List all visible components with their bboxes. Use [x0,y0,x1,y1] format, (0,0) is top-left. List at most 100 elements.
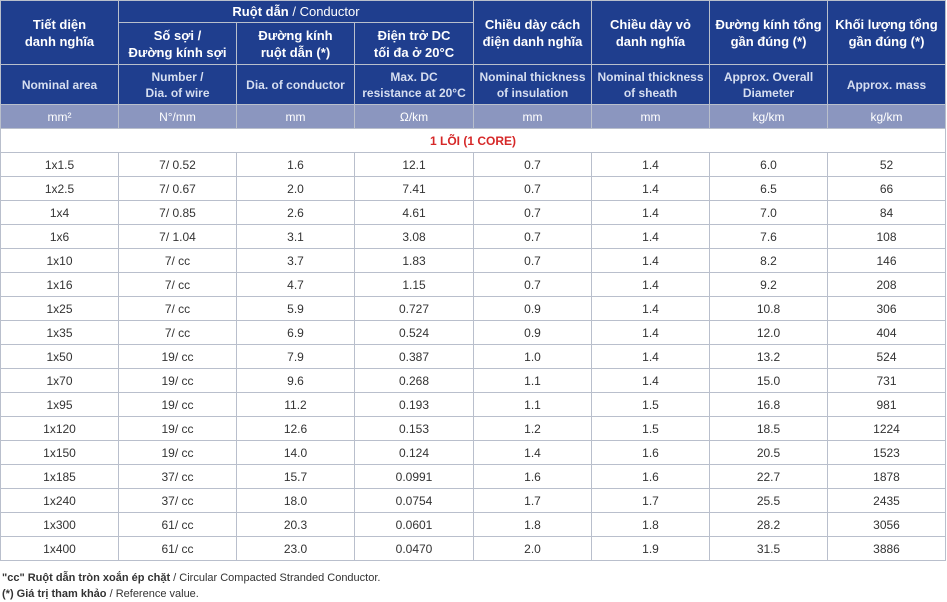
table-row: 1x2.5 7/ 0.67 2.0 7.41 0.7 1.4 6.5 66 [0,176,946,201]
table-cell: 1.8 [473,512,592,537]
table-row: 1x150 19/ cc 14.0 0.124 1.4 1.6 20.5 1523 [0,440,946,465]
unit-cell: kg/km [709,104,828,129]
table-cell: 0.153 [354,416,474,441]
table-cell: 23.0 [236,536,355,561]
header-line: Max. DC [390,69,438,84]
header-line: Dia. of conductor [246,77,345,92]
table-cell: 1x1.5 [0,152,119,177]
header-number-wire-en: Number / Dia. of wire [118,64,237,105]
table-cell: 0.7 [473,152,592,177]
header-line: Chiều dày vỏ [610,16,691,32]
footnote-ref-bold: (*) Giá trị tham khảo [2,588,107,600]
table-cell: 15.0 [709,368,828,393]
header-line: Nominal area [21,77,98,92]
table-cell: 1523 [827,440,946,465]
header-approx-mass-en: Approx. mass [827,64,946,105]
table-row: 1x6 7/ 1.04 3.1 3.08 0.7 1.4 7.6 108 [0,224,946,249]
unit-cell: N°/mm [118,104,237,129]
table-cell: 1.4 [591,176,710,201]
header-conductor-group: Ruột dẫn / Conductor [118,0,474,23]
header-sheath-thickness-en: Nominal thickness of sheath [591,64,710,105]
header-line: Chiều dày cách [484,16,581,32]
table-cell: 7.6 [709,224,828,249]
header-overall-diameter-vn: Đường kính tổng gần đúng (*) [709,0,828,65]
table-cell: 31.5 [709,536,828,561]
table-cell: 37/ cc [118,488,237,513]
unit-cell: Ω/km [354,104,474,129]
table-row: 1x50 19/ cc 7.9 0.387 1.0 1.4 13.2 524 [0,344,946,369]
table-cell: 1x185 [0,464,119,489]
table-cell: 1.0 [473,344,592,369]
conductor-group-en: / Conductor [288,4,360,19]
table-cell: 1.4 [591,224,710,249]
table-cell: 1.83 [354,248,474,273]
header-line: gần đúng (*) [848,33,925,49]
table-cell: 0.387 [354,344,474,369]
table-cell: 1x400 [0,536,119,561]
footnote-ref-text: / Reference value. [106,588,199,600]
table-cell: 0.9 [473,320,592,345]
header-number-wire-vn: Số sợi / Đường kính sợi [118,22,237,65]
table-cell: 1.4 [473,440,592,465]
table-cell: 12.6 [236,416,355,441]
table-row: 1x185 37/ cc 15.7 0.0991 1.6 1.6 22.7 1878 [0,464,946,489]
table-cell: 3886 [827,536,946,561]
table-cell: 524 [827,344,946,369]
table-cell: 7.0 [709,200,828,225]
table-cell: 11.2 [236,392,355,417]
table-cell: 5.9 [236,296,355,321]
table-cell: 6.9 [236,320,355,345]
header-nominal-area-en: Nominal area [0,64,119,105]
header-conductor-dia-en: Dia. of conductor [236,64,355,105]
table-cell: 7/ 0.67 [118,176,237,201]
table-cell: 7/ cc [118,296,237,321]
table-cell: 7/ cc [118,320,237,345]
table-cell: 1.4 [591,248,710,273]
header-nominal-area-vn: Tiết diện danh nghĩa [0,0,119,65]
table-cell: 1.6 [591,440,710,465]
table-row: 1x35 7/ cc 6.9 0.524 0.9 1.4 12.0 404 [0,320,946,345]
table-cell: 0.7 [473,224,592,249]
footnote-cc-bold: "cc" Ruột dẫn tròn xoắn ép chặt [2,572,171,584]
table-cell: 25.5 [709,488,828,513]
table-cell: 20.3 [236,512,355,537]
table-cell: 1x150 [0,440,119,465]
table-cell: 13.2 [709,344,828,369]
table-row: 1x240 37/ cc 18.0 0.0754 1.7 1.7 25.5 2435 [0,488,946,513]
table-cell: 1x16 [0,272,119,297]
table-cell: 19/ cc [118,440,237,465]
table-cell: 15.7 [236,464,355,489]
table-cell: 108 [827,224,946,249]
table-cell: 7/ cc [118,248,237,273]
table-cell: 4.61 [354,200,474,225]
table-cell: 1.15 [354,272,474,297]
table-cell: 1x95 [0,392,119,417]
table-row: 1x120 19/ cc 12.6 0.153 1.2 1.5 18.5 1224 [0,416,946,441]
table-cell: 3056 [827,512,946,537]
cable-spec-table: Tiết diện danh nghĩa Ruột dẫn / Conductor… [0,0,946,561]
table-cell: 1224 [827,416,946,441]
table-cell: 1.8 [591,512,710,537]
table-cell: 66 [827,176,946,201]
unit-cell: mm [236,104,355,129]
table-cell: 0.0470 [354,536,474,561]
table-cell: 208 [827,272,946,297]
table-cell: 146 [827,248,946,273]
table-cell: 1x6 [0,224,119,249]
header-line: Đường kính [258,27,333,43]
table-cell: 1.6 [473,464,592,489]
table-cell: 0.7 [473,248,592,273]
table-cell: 1x70 [0,368,119,393]
table-cell: 1.4 [591,272,710,297]
table-cell: 1x240 [0,488,119,513]
header-line: Dia. of wire [145,85,210,100]
table-cell: 2.0 [236,176,355,201]
unit-cell: mm² [0,104,119,129]
table-cell: 0.524 [354,320,474,345]
table-cell: 3.08 [354,224,474,249]
table-cell: 1x50 [0,344,119,369]
table-cell: 1x35 [0,320,119,345]
table-cell: 12.1 [354,152,474,177]
table-cell: 981 [827,392,946,417]
table-cell: 7/ 1.04 [118,224,237,249]
